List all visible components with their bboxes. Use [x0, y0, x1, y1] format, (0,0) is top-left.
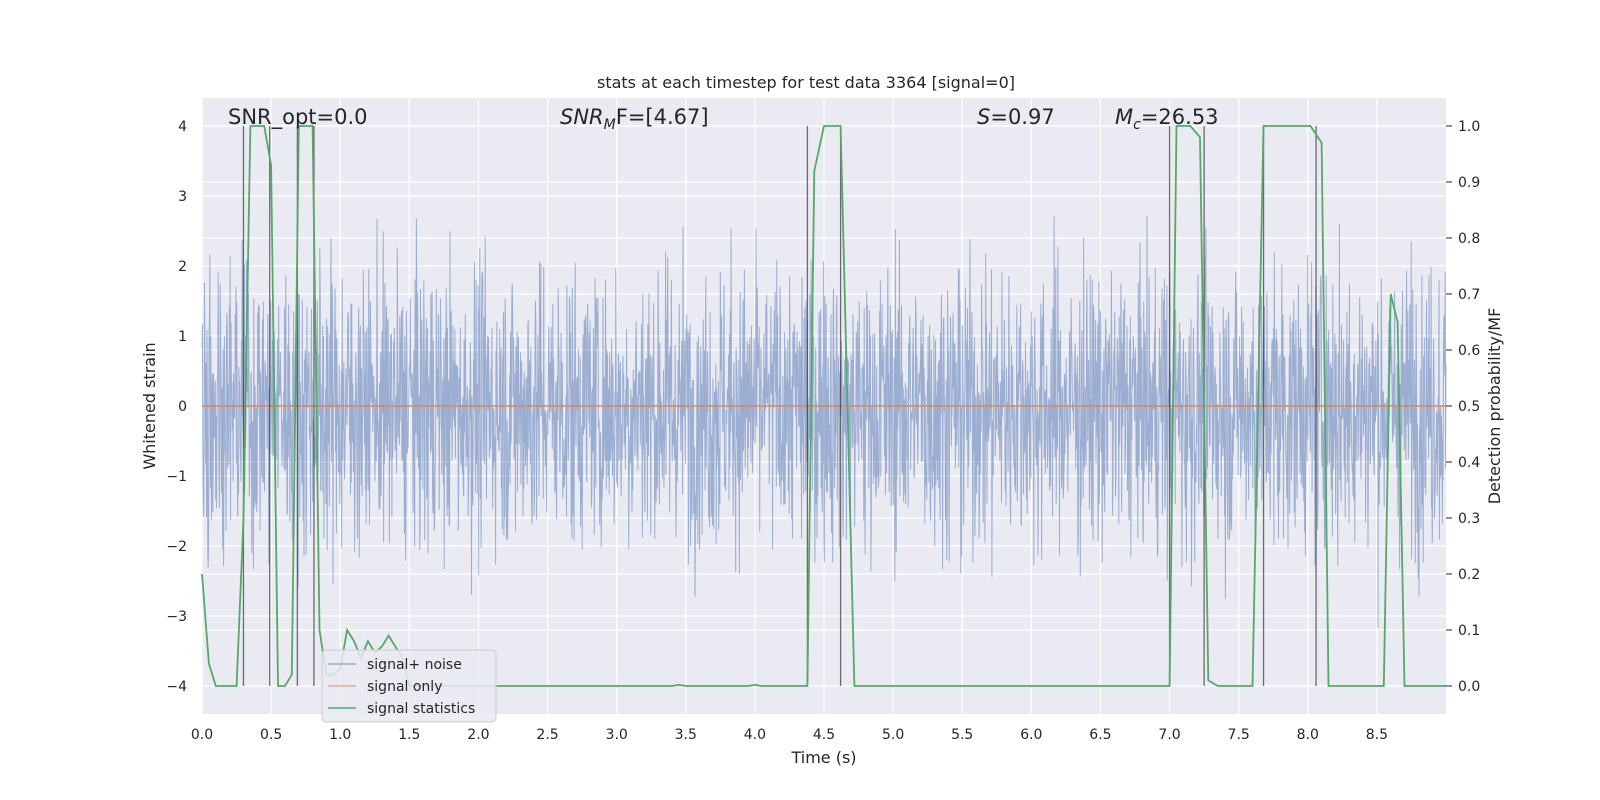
snr-mf-subscript: M: [604, 117, 616, 133]
y-left-tick-label: −1: [166, 469, 187, 485]
legend-box: [321, 649, 497, 723]
x-tick-label: 6.5: [1089, 727, 1111, 743]
x-tick-label: 1.0: [329, 727, 351, 743]
y-left-tick-label: 3: [178, 189, 187, 205]
x-tick-label: 6.0: [1020, 727, 1042, 743]
y-right-tick-label: 0.3: [1458, 511, 1480, 527]
y-right-tick-label: 0.9: [1458, 175, 1480, 191]
y-right-tick-label: 0.4: [1458, 455, 1480, 471]
mc-value: =26.53: [1141, 105, 1219, 129]
y-right-tick-label: 0.1: [1458, 623, 1480, 639]
x-tick-label: 0.0: [191, 727, 213, 743]
series-signal-statistics: [201, 125, 1446, 687]
legend-label-signal-noise: signal+ noise: [367, 657, 462, 673]
x-tick-label: 3.0: [606, 727, 628, 743]
legend-label-signal-only: signal only: [367, 679, 442, 695]
y-right-tick-label: 1.0: [1458, 119, 1480, 135]
y-left-tick-label: 2: [178, 259, 187, 275]
annotation-mc: Mc=26.53: [1115, 105, 1219, 133]
x-tick-label: 5.5: [951, 727, 973, 743]
snr-mf-symbol: SNR: [560, 105, 604, 129]
x-tick-label: 8.0: [1297, 727, 1319, 743]
y-right-tick-label: 0.2: [1458, 567, 1480, 583]
x-tick-label: 1.5: [398, 727, 420, 743]
annotation-snr-opt: SNR_opt=0.0: [228, 105, 368, 130]
y-right-tick-label: 0.6: [1458, 343, 1480, 359]
signal-statistics-line: [201, 125, 1446, 687]
annotation-s: S=0.97: [977, 105, 1055, 129]
snr-mf-value: F=[4.67]: [616, 105, 709, 129]
x-axis-ticks: 0.0 0.5 1.0 1.5 2.0 2.5 3.0 3.5 4.0 4.5 5.0 5.5 6.0 6…: [191, 727, 1388, 743]
s-value: =0.97: [990, 105, 1054, 129]
x-tick-label: 0.5: [260, 727, 282, 743]
x-tick-label: 7.5: [1228, 727, 1250, 743]
y-right-axis-ticks: 1.0 0.9 0.8 0.7 0.6 0.5 0.4 0.3 0.2 0.1 0.0: [1446, 119, 1480, 695]
y-left-tick-label: −4: [166, 679, 187, 695]
mc-symbol: M: [1115, 105, 1133, 129]
x-axis-label: Time (s): [790, 748, 856, 767]
y-right-tick-label: 0.8: [1458, 231, 1480, 247]
s-symbol: S: [977, 105, 990, 129]
x-tick-label: 2.5: [536, 727, 558, 743]
x-tick-label: 2.0: [467, 727, 489, 743]
x-tick-label: 7.0: [1158, 727, 1180, 743]
y-right-tick-label: 0.7: [1458, 287, 1480, 303]
legend-label-signal-statistics: signal statistics: [367, 701, 475, 717]
y-left-tick-label: 0: [178, 399, 187, 415]
mc-subscript: c: [1133, 117, 1141, 133]
y-left-tick-label: 1: [178, 329, 187, 345]
y-left-axis-ticks: 4 3 2 1 0 −1 −2 −3 −4: [166, 119, 187, 695]
legend: signal+ noise signal only signal statist…: [321, 649, 497, 723]
x-tick-label: 8.5: [1366, 727, 1388, 743]
x-tick-label: 4.0: [744, 727, 766, 743]
x-tick-label: 3.5: [675, 727, 697, 743]
y-right-tick-label: 0.5: [1458, 399, 1480, 415]
y-left-tick-label: 4: [178, 119, 187, 135]
y-left-tick-label: −2: [166, 539, 187, 555]
x-tick-label: 5.0: [882, 727, 904, 743]
y-right-axis-label: Detection probability/MF: [1485, 308, 1504, 505]
y-left-axis-label: Whitened strain: [140, 342, 159, 469]
signal-noise-line: [201, 215, 1447, 628]
annotation-snr-mf: SNRMF=[4.67]: [560, 105, 709, 133]
chart-title: stats at each timestep for test data 336…: [597, 73, 1015, 92]
y-right-tick-label: 0.0: [1458, 679, 1480, 695]
series-signal-noise: [201, 215, 1447, 628]
x-tick-label: 4.5: [813, 727, 835, 743]
y-left-tick-label: −3: [166, 609, 187, 625]
